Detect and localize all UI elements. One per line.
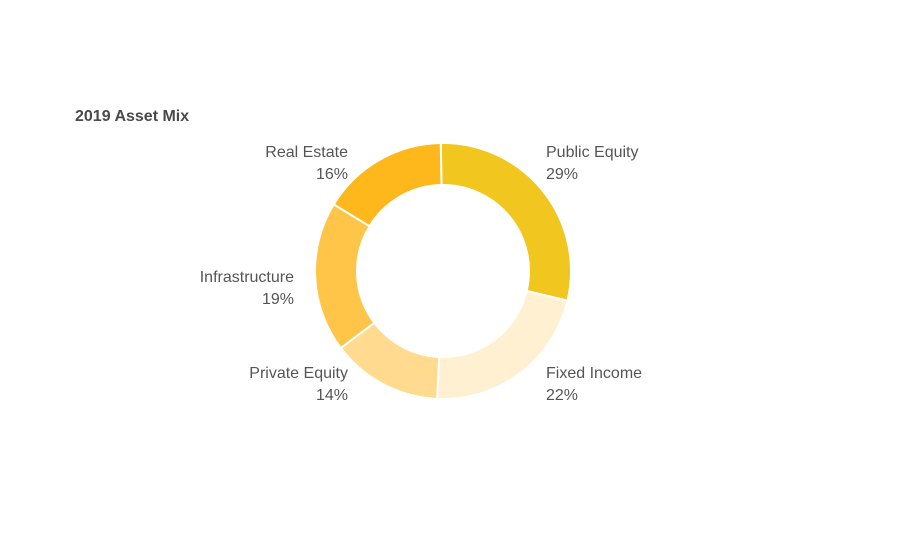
slice-value-public-equity: 29% <box>546 166 578 183</box>
slice-label-real-estate: Real Estate <box>265 144 348 161</box>
slice-label-fixed-income: Fixed Income <box>546 365 642 382</box>
slice-value-private-equity: 14% <box>316 387 348 404</box>
slice-value-infrastructure: 19% <box>262 291 294 308</box>
donut-slice-fixed-income[interactable] <box>436 289 569 400</box>
slice-value-fixed-income: 22% <box>546 387 578 404</box>
donut-slice-real-estate[interactable] <box>332 142 443 228</box>
slice-value-real-estate: 16% <box>316 166 348 183</box>
chart-title: 2019 Asset Mix <box>75 108 190 125</box>
donut-slice-infrastructure[interactable] <box>314 202 376 350</box>
slice-label-private-equity: Private Equity <box>249 365 348 382</box>
slice-label-public-equity: Public Equity <box>546 144 639 161</box>
slice-label-infrastructure: Infrastructure <box>200 269 294 286</box>
